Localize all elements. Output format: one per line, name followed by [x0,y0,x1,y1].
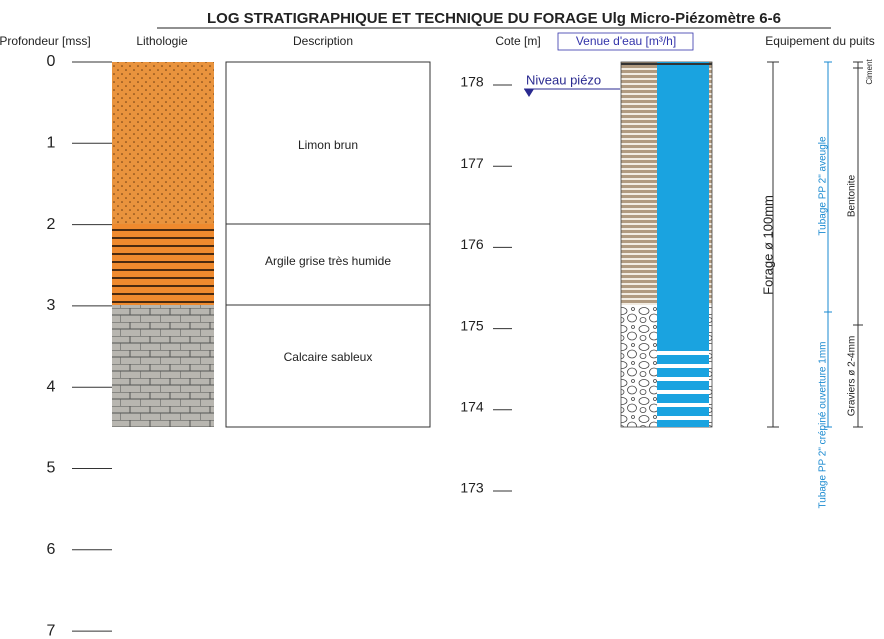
water-level-marker [524,89,534,97]
cote-tick-label: 177 [460,155,484,171]
depth-tick-label: 3 [47,297,56,314]
water-level-label: Niveau piézo [526,72,601,87]
annulus-line [853,61,863,428]
depth-tick-label: 6 [47,541,56,558]
column-header: Venue d'eau [m³/h] [576,34,676,48]
cote-tick-label: 178 [460,74,484,90]
column-header: Lithologie [136,34,188,48]
cote-tick-label: 175 [460,317,484,333]
depth-tick-label: 4 [47,378,56,395]
column-header: Equipement du puits [765,34,874,48]
casing [657,62,709,427]
casing-screen-label: Tubage PP 2" crépiné ouverture 1mm [818,342,829,509]
gravel-label: Graviers ø 2-4mm [847,336,858,417]
depth-tick-label: 7 [47,622,56,639]
depth-tick-label: 1 [47,135,56,152]
column-header: Cote [m] [495,34,540,48]
title: LOG STRATIGRAPHIQUE ET TECHNIQUE DU FORA… [207,10,781,27]
borehole-label: Forage ø 100mm [760,195,775,295]
lithology-limon [112,62,214,224]
borehole-line [767,61,779,428]
depth-tick-label: 5 [47,460,56,477]
description: Argile grise très humide [265,254,391,268]
lithology-argile [112,224,214,305]
bentonite-label: Bentonite [847,174,858,217]
lithology-calcaire [112,305,214,427]
description: Limon brun [298,138,358,152]
screen-slots [657,351,709,420]
header-box [557,32,694,51]
cote-tick-label: 176 [460,236,484,252]
column-header: Profondeur [mss] [0,34,91,48]
casing-blind-label: Tubage PP 2" aveugle [818,136,829,236]
description: Calcaire sableux [284,350,373,364]
cement-label: Ciment [865,59,874,85]
description-box [225,304,431,428]
casing-line [824,61,832,428]
cote-tick-label: 173 [460,480,484,496]
depth-tick-label: 2 [47,216,56,233]
depth-tick-label: 0 [47,53,56,70]
cote-tick-label: 174 [460,399,484,415]
column-header: Description [293,34,353,48]
